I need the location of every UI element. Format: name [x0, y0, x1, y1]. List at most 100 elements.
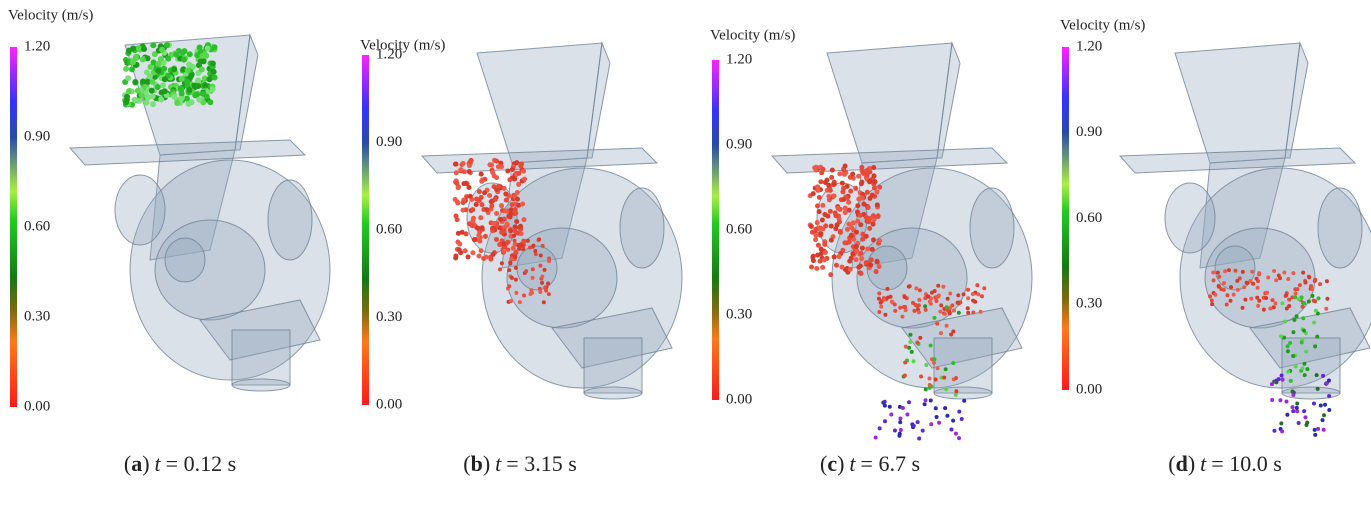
caption: (a)t= 0.12 s: [124, 451, 236, 476]
particle: [934, 406, 938, 410]
particle: [474, 202, 479, 207]
particle: [886, 295, 890, 299]
particle: [1279, 334, 1283, 338]
particle: [136, 45, 142, 51]
particle: [900, 315, 904, 319]
particle: [859, 181, 864, 186]
particle: [954, 376, 958, 380]
particle: [1322, 428, 1326, 432]
particle: [1297, 421, 1301, 425]
caption: (c)t= 6.7 s: [820, 451, 920, 476]
particle: [842, 172, 847, 177]
particle: [924, 308, 928, 312]
particle: [186, 61, 192, 67]
particle: [1251, 282, 1255, 286]
particle: [482, 190, 487, 195]
particle: [854, 244, 859, 249]
particle: [484, 255, 489, 260]
particle: [877, 185, 882, 190]
particle: [849, 255, 854, 260]
colorbar-tick-label: 1.20: [376, 46, 402, 62]
particle: [1256, 304, 1260, 308]
particle: [935, 415, 939, 419]
particle: [956, 301, 960, 305]
particle: [1312, 401, 1316, 405]
particle: [1307, 299, 1311, 303]
particle: [1310, 294, 1314, 298]
particle: [1235, 279, 1239, 283]
particle: [914, 286, 918, 290]
particle: [514, 219, 519, 224]
particle: [1229, 285, 1233, 289]
particle: [541, 244, 545, 248]
particle: [519, 161, 524, 166]
particle: [1273, 301, 1277, 305]
particle: [147, 73, 153, 79]
particle: [898, 417, 902, 421]
particle: [868, 178, 873, 183]
particle: [1217, 285, 1221, 289]
particle: [929, 302, 933, 306]
particle: [966, 296, 970, 300]
particle: [1325, 297, 1329, 301]
hopper: [1175, 43, 1300, 163]
caption: (b)t= 3.15 s: [463, 451, 577, 476]
caption-variable: t: [155, 451, 162, 476]
colorbar-tick-label: 0.30: [376, 309, 402, 325]
particle: [1324, 307, 1328, 311]
particle: [903, 305, 907, 309]
particle: [809, 264, 814, 269]
particle: [898, 306, 902, 310]
particle: [830, 168, 835, 173]
particle: [1222, 288, 1226, 292]
particle: [488, 257, 493, 262]
caption-open: (: [1168, 451, 1175, 476]
particle: [865, 190, 870, 195]
particle: [186, 101, 192, 107]
particle: [162, 88, 168, 94]
particle: [130, 46, 136, 52]
particle: [501, 228, 506, 233]
particle: [951, 361, 955, 365]
particle: [943, 406, 947, 410]
particle: [1249, 297, 1253, 301]
caption-variable: t: [849, 451, 856, 476]
particle: [923, 304, 927, 308]
caption-variable: t: [1200, 451, 1207, 476]
particle: [826, 194, 831, 199]
particle: [854, 230, 859, 235]
particle: [971, 311, 975, 315]
particle: [929, 422, 933, 426]
particle: [823, 250, 828, 255]
particle: [962, 292, 966, 296]
particle: [1222, 281, 1226, 285]
caption-text: = 10.0 s: [1211, 451, 1281, 476]
particle: [1271, 298, 1275, 302]
particle: [936, 284, 940, 288]
particle: [899, 428, 903, 432]
particle: [210, 60, 216, 66]
particle: [815, 184, 820, 189]
particle: [873, 179, 878, 184]
outlet: [232, 330, 290, 385]
particle: [1297, 297, 1301, 301]
particle: [951, 329, 955, 333]
particle: [865, 246, 870, 251]
particle: [957, 410, 961, 414]
particle: [477, 254, 482, 259]
particle: [893, 309, 897, 313]
colorbar-title: Velocity (m/s): [360, 37, 445, 53]
particle: [1289, 379, 1293, 383]
particle: [538, 264, 542, 268]
particle: [903, 374, 907, 378]
rotor-hub: [867, 246, 907, 290]
particle: [893, 429, 897, 433]
particle: [836, 254, 841, 259]
particle: [945, 414, 949, 418]
particle: [503, 192, 508, 197]
particle: [893, 302, 897, 306]
particle: [514, 266, 518, 270]
particle: [1302, 362, 1306, 366]
particle: [883, 313, 887, 317]
colorbar-tick-label: 0.60: [24, 218, 50, 234]
